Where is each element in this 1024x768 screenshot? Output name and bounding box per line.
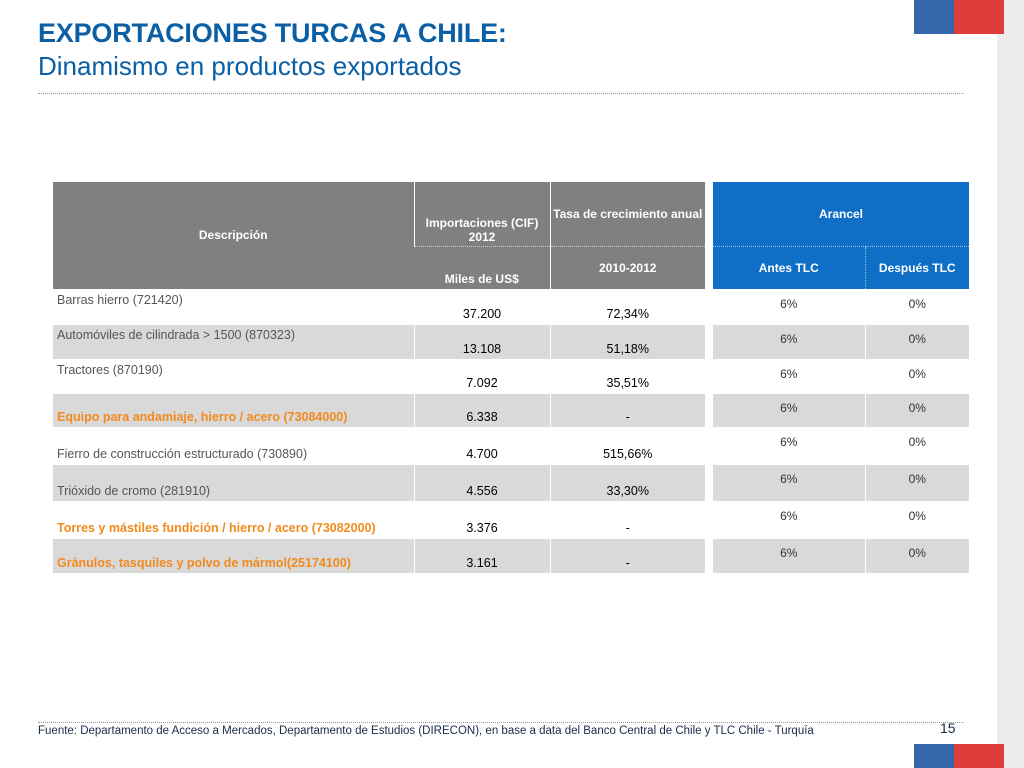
- table-row: 6% 0%: [713, 426, 969, 464]
- row-despues: 0%: [864, 323, 969, 359]
- row-importaciones: 37.200: [413, 288, 550, 324]
- source-note: Fuente: Departamento de Acceso a Mercado…: [38, 725, 814, 737]
- row-despues: 0%: [864, 426, 969, 464]
- row-importaciones: 3.376: [413, 500, 550, 538]
- flag-decoration-top: [914, 0, 1004, 34]
- table-row: 6% 0%: [713, 537, 969, 573]
- row-antes: 6%: [713, 463, 865, 501]
- right-side-strip: [997, 0, 1024, 768]
- table-row: Trióxido de cromo (281910) 4.556 33,30%: [53, 463, 705, 501]
- slide-subtitle: Dinamismo en productos exportados: [38, 51, 462, 81]
- header-descripcion: Descripción: [53, 182, 414, 289]
- row-antes: 6%: [713, 500, 865, 538]
- table-row: 6% 0%: [713, 288, 969, 324]
- table-row: Torres y mástiles fundición / hierro / a…: [53, 500, 705, 538]
- row-despues: 0%: [864, 392, 969, 427]
- table-row: 6% 0%: [713, 358, 969, 393]
- imports-table: Descripción Importaciones (CIF) 2012 Tas…: [53, 182, 705, 573]
- row-despues: 0%: [864, 288, 969, 324]
- row-description-highlighted: Equipo para andamiaje, hierro / acero (7…: [53, 392, 414, 427]
- arancel-table: Arancel Antes TLC Después TLC 6% 0% 6% 0…: [713, 182, 969, 573]
- table-row: 6% 0%: [713, 463, 969, 501]
- row-description: Fierro de construcción estructurado (730…: [53, 426, 414, 464]
- row-tasa: 35,51%: [549, 358, 705, 393]
- slide-title: EXPORTACIONES TURCAS A CHILE:: [38, 18, 507, 48]
- row-description: Automóviles de cilindrada > 1500 (870323…: [53, 323, 414, 359]
- table-row: 6% 0%: [713, 323, 969, 359]
- row-antes: 6%: [713, 392, 865, 427]
- row-tasa: 51,18%: [549, 323, 705, 359]
- header-importaciones: Importaciones (CIF) 2012: [413, 182, 550, 247]
- row-antes: 6%: [713, 323, 865, 359]
- table-row: 6% 0%: [713, 500, 969, 538]
- row-despues: 0%: [864, 463, 969, 501]
- row-tasa: 33,30%: [549, 463, 705, 501]
- row-antes: 6%: [713, 426, 865, 464]
- table-row: 6% 0%: [713, 392, 969, 427]
- page-number: 15: [940, 720, 956, 736]
- row-importaciones: 13.108: [413, 323, 550, 359]
- header-importaciones-unit: Miles de US$: [414, 246, 550, 289]
- row-description: Barras hierro (721420): [53, 288, 414, 324]
- row-antes: 6%: [713, 358, 865, 393]
- row-tasa: -: [549, 537, 705, 573]
- table-row: Barras hierro (721420) 37.200 72,34%: [53, 288, 705, 324]
- footer-divider: [38, 722, 964, 723]
- table-row: Tractores (870190) 7.092 35,51%: [53, 358, 705, 393]
- table-row: Fierro de construcción estructurado (730…: [53, 426, 705, 464]
- header-arancel: Arancel: [713, 182, 969, 247]
- row-tasa: 515,66%: [549, 426, 705, 464]
- row-description-highlighted: Torres y mástiles fundición / hierro / a…: [53, 500, 414, 538]
- row-antes: 6%: [713, 537, 865, 573]
- row-description: Trióxido de cromo (281910): [53, 463, 414, 501]
- title-divider: [38, 93, 964, 94]
- row-antes: 6%: [713, 288, 865, 324]
- row-tasa: 72,34%: [549, 288, 705, 324]
- flag-decoration-bottom: [914, 744, 1004, 768]
- slide-title-block: EXPORTACIONES TURCAS A CHILE: Dinamismo …: [38, 16, 507, 82]
- row-tasa: -: [549, 500, 705, 538]
- row-description: Tractores (870190): [53, 358, 414, 393]
- row-despues: 0%: [864, 358, 969, 393]
- row-importaciones: 3.161: [413, 537, 550, 573]
- row-importaciones: 4.700: [413, 426, 550, 464]
- row-tasa: -: [549, 392, 705, 427]
- table-row: Equipo para andamiaje, hierro / acero (7…: [53, 392, 705, 427]
- row-importaciones: 6.338: [413, 392, 550, 427]
- row-despues: 0%: [864, 537, 969, 573]
- row-despues: 0%: [864, 500, 969, 538]
- header-despues-tlc: Después TLC: [864, 246, 969, 289]
- header-antes-tlc: Antes TLC: [713, 246, 865, 289]
- table-row: Automóviles de cilindrada > 1500 (870323…: [53, 323, 705, 359]
- table-row: Gránulos, tasquiles y polvo de mármol(25…: [53, 537, 705, 573]
- header-tasa: Tasa de crecimiento anual: [549, 182, 705, 247]
- row-importaciones: 7.092: [413, 358, 550, 393]
- header-tasa-period: 2010-2012: [549, 246, 705, 289]
- row-description-highlighted: Gránulos, tasquiles y polvo de mármol(25…: [53, 537, 414, 573]
- row-importaciones: 4.556: [413, 463, 550, 501]
